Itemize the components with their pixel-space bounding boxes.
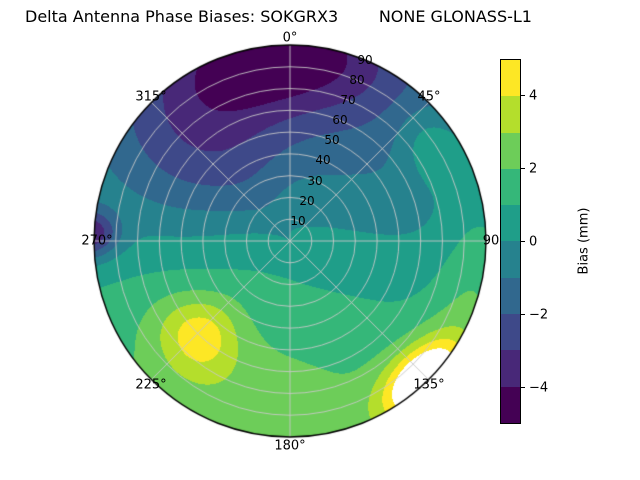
colorbar-tick-label--4: −4 xyxy=(529,380,549,396)
colorbar-band xyxy=(501,277,520,315)
elevation-tick-label-60: 60 xyxy=(332,113,348,127)
chart-title: Delta Antenna Phase Biases: SOKGRX3 NONE… xyxy=(25,7,532,26)
azimuth-tick-label-45: 45° xyxy=(417,89,441,105)
colorbar-tick-mark xyxy=(521,241,525,242)
colorbar xyxy=(500,59,521,424)
elevation-tick-label-40: 40 xyxy=(315,153,331,167)
azimuth-tick-label-270: 270° xyxy=(81,233,113,249)
elevation-tick-label-10: 10 xyxy=(290,214,306,228)
elevation-tick-label-70: 70 xyxy=(340,93,356,107)
elevation-tick-label-30: 30 xyxy=(307,174,323,188)
colorbar-band xyxy=(501,314,520,351)
elevation-tick-label-80: 80 xyxy=(349,73,365,87)
azimuth-tick-label-315: 315° xyxy=(135,89,167,105)
colorbar-tick-mark xyxy=(521,168,525,169)
colorbar-axis-label: Bias (mm) xyxy=(576,207,592,275)
colorbar-tick-label-0: 0 xyxy=(529,234,538,250)
colorbar-band xyxy=(501,386,520,423)
colorbar-band xyxy=(501,241,520,278)
azimuth-tick-label-180: 180° xyxy=(274,438,306,454)
colorbar-tick-mark xyxy=(521,314,525,315)
colorbar-tick-label-4: 4 xyxy=(529,88,538,104)
elevation-tick-label-50: 50 xyxy=(324,133,340,147)
elevation-tick-label-20: 20 xyxy=(299,194,315,208)
colorbar-band xyxy=(501,60,520,97)
colorbar-tick-label--2: −2 xyxy=(529,307,549,323)
colorbar-band xyxy=(501,350,520,387)
azimuth-tick-label-225: 225° xyxy=(135,377,167,393)
colorbar-band xyxy=(501,96,520,133)
colorbar-tick-mark xyxy=(521,95,525,96)
colorbar-band xyxy=(501,132,520,169)
azimuth-tick-label-135: 135° xyxy=(413,377,445,393)
colorbar-band xyxy=(501,168,520,206)
colorbar-tick-label-2: 2 xyxy=(529,161,538,177)
colorbar-tick-mark xyxy=(521,387,525,388)
azimuth-tick-label-90: 90 xyxy=(482,233,500,249)
colorbar-band xyxy=(501,205,520,242)
elevation-tick-label-90: 90 xyxy=(357,53,373,67)
azimuth-tick-label-0: 0° xyxy=(282,30,298,46)
